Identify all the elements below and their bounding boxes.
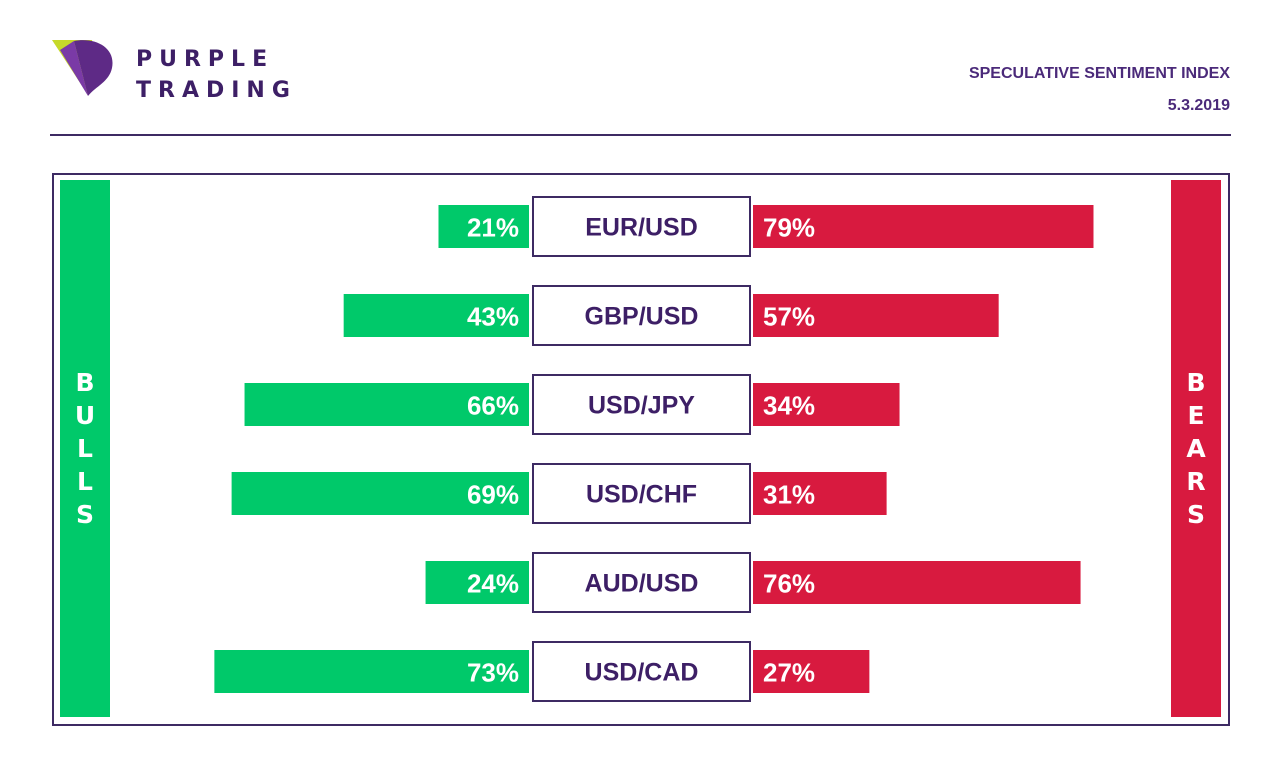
bulls-bar-gbp-usd (343, 294, 529, 337)
bears-value-gbp-usd: 57% (763, 302, 815, 332)
bulls-side-bar: BULLS (60, 180, 110, 717)
pair-box-gbp-usd (532, 285, 751, 346)
bears-bar-gbp-usd (753, 294, 999, 337)
pair-label-aud-usd: AUD/USD (585, 570, 699, 598)
report-header: SPECULATIVE SENTIMENT INDEX 5.3.2019 (969, 58, 1230, 122)
pair-box-usd-jpy (532, 374, 751, 435)
bears-side-bar: BEARS (1171, 180, 1221, 717)
pair-box-aud-usd (532, 552, 751, 613)
brand-line-1: PURPLE (136, 47, 275, 72)
pair-label-gbp-usd: GBP/USD (585, 303, 699, 331)
pair-box-usd-chf (532, 463, 751, 524)
bears-bar-usd-cad (753, 650, 870, 693)
bulls-bar-usd-chf (231, 472, 530, 515)
bulls-value-aud-usd: 24% (467, 569, 519, 599)
pair-label-usd-jpy: USD/JPY (588, 392, 695, 420)
bulls-bar-eur-usd (438, 205, 529, 248)
pair-label-eur-usd: EUR/USD (585, 214, 698, 242)
bears-label: BEARS (1186, 368, 1206, 529)
header-divider (50, 134, 1231, 136)
bulls-bar-usd-cad (214, 650, 529, 693)
pair-box-eur-usd (532, 196, 751, 257)
purple-trading-logo: PURPLE TRADING (52, 40, 312, 103)
bears-value-usd-chf: 31% (763, 480, 815, 510)
pair-label-usd-chf: USD/CHF (586, 481, 697, 509)
bears-bar-usd-jpy (753, 383, 900, 426)
chart-frame (52, 173, 1230, 726)
bears-value-usd-jpy: 34% (763, 391, 815, 421)
brand-line-2: TRADING (136, 78, 297, 103)
bulls-value-eur-usd: 21% (467, 213, 519, 243)
bears-value-eur-usd: 79% (763, 213, 815, 243)
bulls-label: BULLS (74, 368, 96, 529)
bulls-bar-usd-jpy (244, 383, 530, 426)
bears-value-usd-cad: 27% (763, 658, 815, 688)
logo-mark-icon (52, 40, 113, 96)
bulls-bar-aud-usd (425, 561, 529, 604)
bears-bar-eur-usd (753, 205, 1094, 248)
bulls-value-usd-jpy: 66% (467, 391, 519, 421)
bulls-value-usd-chf: 69% (467, 480, 519, 510)
bulls-value-usd-cad: 73% (467, 658, 519, 688)
bears-bar-aud-usd (753, 561, 1081, 604)
bears-value-aud-usd: 76% (763, 569, 815, 599)
pair-box-usd-cad (532, 641, 751, 702)
report-date: 5.3.2019 (1167, 97, 1230, 114)
pair-label-usd-cad: USD/CAD (585, 659, 699, 687)
bears-bar-usd-chf (753, 472, 887, 515)
report-title: SPECULATIVE SENTIMENT INDEX (968, 65, 1230, 82)
brand-name: PURPLE TRADING (136, 44, 297, 106)
bulls-value-gbp-usd: 43% (467, 302, 519, 332)
